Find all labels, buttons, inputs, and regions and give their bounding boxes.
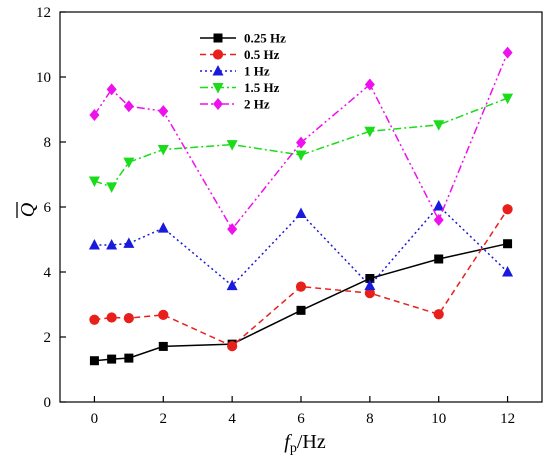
data-point (123, 157, 135, 169)
series-1-hz (88, 200, 514, 291)
data-point (227, 341, 238, 352)
data-point (106, 239, 118, 250)
data-point (296, 136, 306, 149)
data-point (433, 214, 444, 226)
legend-entry: 2 Hz (200, 97, 270, 112)
legend-swatch-marker (213, 33, 223, 43)
legend-label: 0.5 Hz (244, 47, 280, 62)
x-axis-title-sub: p (290, 441, 297, 456)
data-point (433, 120, 445, 131)
data-point (434, 254, 444, 264)
legend: 0.25 Hz0.5 Hz 1 Hz1.5 Hz 2 Hz (200, 31, 286, 112)
data-point (226, 140, 238, 151)
legend-label: 0.25 Hz (244, 31, 286, 46)
legend-entry: 0.5 Hz (200, 47, 280, 62)
series-layer (88, 46, 514, 366)
series-0-5-hz (89, 204, 513, 352)
data-point (106, 83, 117, 96)
data-point (158, 105, 169, 118)
x-axis-title-main: f (284, 431, 292, 453)
data-point (123, 237, 135, 248)
legend-label: 1.5 Hz (244, 80, 280, 95)
x-tick-label: 0 (91, 411, 99, 427)
y-axis-title-text: Q (17, 202, 39, 217)
x-axis-title-unit: /Hz (297, 431, 326, 453)
series-0-25-hz (89, 239, 513, 366)
y-tick-label: 6 (44, 200, 52, 216)
x-axis-title: fp/Hz (284, 431, 326, 456)
data-point (502, 266, 514, 277)
legend-swatch-marker (212, 49, 224, 60)
plot-frame (59, 11, 543, 403)
legend-swatch-marker (213, 98, 223, 110)
data-point (123, 100, 134, 113)
data-point (364, 126, 376, 138)
data-point (502, 46, 513, 59)
data-point (88, 176, 100, 187)
data-point (295, 207, 307, 218)
data-point (157, 222, 169, 233)
data-point (89, 314, 100, 325)
x-tick-label: 12 (500, 411, 515, 427)
y-tick-label: 12 (36, 5, 51, 21)
data-point (502, 93, 514, 105)
data-point (227, 223, 238, 236)
legend-entry: 0.25 Hz (200, 31, 286, 46)
data-point (433, 200, 445, 211)
legend-label: 2 Hz (244, 97, 270, 112)
series-2-hz (89, 46, 513, 236)
data-point (364, 78, 375, 91)
x-tick-label: 6 (297, 411, 305, 427)
x-tick-label: 10 (431, 411, 446, 427)
data-point (364, 288, 375, 299)
data-point (503, 239, 513, 249)
data-point (157, 144, 169, 156)
data-point (106, 312, 117, 323)
series-line (94, 97, 508, 188)
data-point (433, 309, 444, 320)
x-tick-label: 4 (228, 411, 236, 427)
y-tick-label: 8 (44, 135, 52, 151)
data-point (226, 279, 238, 291)
y-tick-label: 4 (44, 265, 52, 281)
series-line (94, 242, 508, 362)
data-point (365, 274, 375, 283)
data-point (296, 305, 306, 315)
legend-label: 1 Hz (244, 64, 270, 79)
x-tick-label: 8 (366, 411, 374, 427)
frame-layer (59, 11, 543, 403)
y-axis-title: Q (16, 202, 39, 218)
legend-entry: 1.5 Hz (200, 80, 280, 95)
data-point (502, 204, 513, 215)
data-point (89, 356, 99, 366)
data-point (106, 182, 118, 193)
legend-swatch-marker (212, 65, 224, 76)
x-tick-label: 2 (160, 411, 168, 427)
legend-swatch-marker (212, 83, 224, 94)
y-tick-label: 0 (44, 395, 52, 411)
series-line (94, 208, 509, 347)
data-point (123, 313, 134, 324)
data-point (295, 281, 307, 292)
y-tick-label: 2 (44, 330, 52, 346)
y-tick-label: 10 (36, 70, 51, 86)
data-point (88, 239, 100, 250)
data-point (364, 279, 376, 291)
data-point (89, 109, 100, 122)
data-point (295, 150, 307, 161)
data-point (107, 354, 117, 364)
series-1-5-hz (88, 93, 514, 193)
data-point (124, 353, 134, 363)
legend-entry: 1 Hz (200, 64, 270, 79)
data-point (158, 341, 168, 351)
data-point (158, 309, 169, 320)
tick-layer: 0 2 4 6 8 10 12 0 2 4 6 8 10 12 (36, 5, 515, 427)
